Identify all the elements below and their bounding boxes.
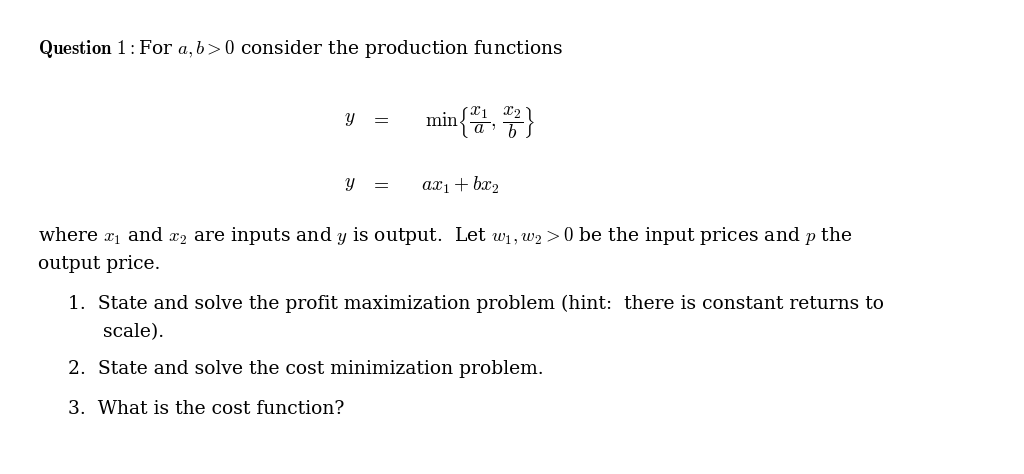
Text: output price.: output price. (38, 255, 161, 273)
Text: $y$: $y$ (344, 175, 355, 193)
Text: 3.  What is the cost function?: 3. What is the cost function? (68, 400, 344, 418)
Text: $y$: $y$ (344, 110, 355, 128)
Text: $ax_1+bx_2$: $ax_1+bx_2$ (421, 175, 500, 196)
Text: $=$: $=$ (371, 175, 390, 193)
Text: For $a,b>0$ consider the production functions: For $a,b>0$ consider the production func… (138, 38, 563, 60)
Text: $\mathbf{Question\ 1:}$: $\mathbf{Question\ 1:}$ (38, 38, 135, 60)
Text: where $x_1$ and $x_2$ are inputs and $y$ is output.  Let $w_1,w_2>0$ be the inpu: where $x_1$ and $x_2$ are inputs and $y$… (38, 225, 852, 247)
Text: 2.  State and solve the cost minimization problem.: 2. State and solve the cost minimization… (68, 360, 544, 378)
Text: scale).: scale). (103, 323, 164, 341)
Text: 1.  State and solve the profit maximization problem (hint:  there is constant re: 1. State and solve the profit maximizati… (68, 295, 884, 313)
Text: $=$: $=$ (371, 110, 390, 128)
Text: $\min\left\{\dfrac{x_1}{a},\,\dfrac{x_2}{b}\right\}$: $\min\left\{\dfrac{x_1}{a},\,\dfrac{x_2}… (425, 105, 536, 141)
